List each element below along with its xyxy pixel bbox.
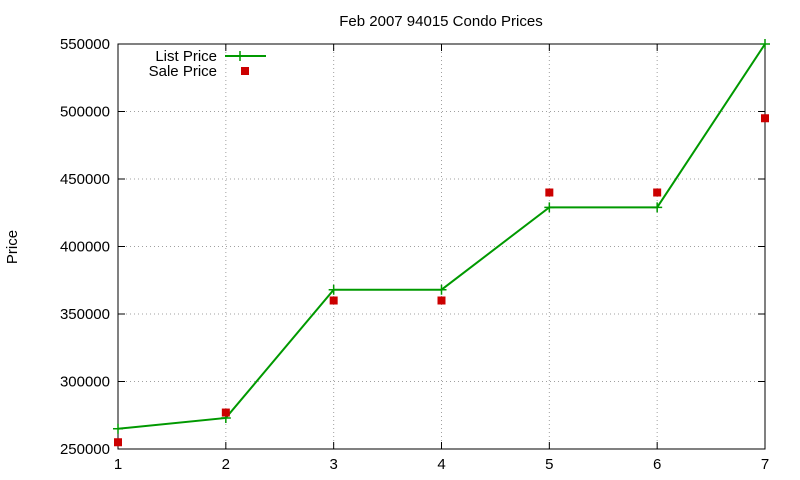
y-tick-label: 450000	[60, 171, 110, 188]
y-tick-label: 500000	[60, 104, 110, 121]
y-axis-label: Price	[4, 230, 21, 264]
list-price-point	[760, 39, 770, 49]
legend-label-list-price: List Price	[155, 48, 217, 65]
grid	[118, 44, 765, 449]
y-tick-label: 550000	[60, 36, 110, 53]
legend-marker-list-price	[235, 51, 245, 61]
list-price-point	[328, 284, 339, 295]
list-price-point	[436, 284, 447, 295]
list-price-point	[544, 202, 555, 213]
x-tick-label: 5	[545, 456, 553, 473]
sale-price-point	[329, 296, 338, 305]
list-price-point	[113, 423, 123, 434]
y-tick-label: 400000	[60, 239, 110, 256]
list-price-point	[652, 202, 663, 213]
x-tick-label: 6	[653, 456, 661, 473]
x-tick-label: 1	[114, 456, 122, 473]
x-tick-label: 2	[222, 456, 230, 473]
x-tick-label: 4	[437, 456, 445, 473]
axis-ticks: 1 2 3 4 5 6 7 250000 300000 350000 400000 450000 500…	[60, 36, 769, 473]
series	[113, 39, 770, 447]
x-tick-label: 3	[329, 456, 337, 473]
legend: List Price Sale Price	[149, 48, 266, 80]
sale-price-point	[545, 188, 554, 197]
y-tick-label: 250000	[60, 441, 110, 458]
y-tick-label: 350000	[60, 306, 110, 323]
chart-title: Feb 2007 94015 Condo Prices	[339, 13, 542, 30]
x-tick-label: 7	[761, 456, 769, 473]
sale-price-point	[761, 114, 769, 123]
y-tick-label: 300000	[60, 374, 110, 391]
legend-marker-sale-price	[241, 67, 249, 75]
sale-price-point	[114, 438, 122, 447]
sale-price-point	[437, 296, 446, 305]
sale-price-point	[653, 188, 662, 197]
sale-price-point	[221, 408, 230, 417]
legend-label-sale-price: Sale Price	[149, 63, 217, 80]
